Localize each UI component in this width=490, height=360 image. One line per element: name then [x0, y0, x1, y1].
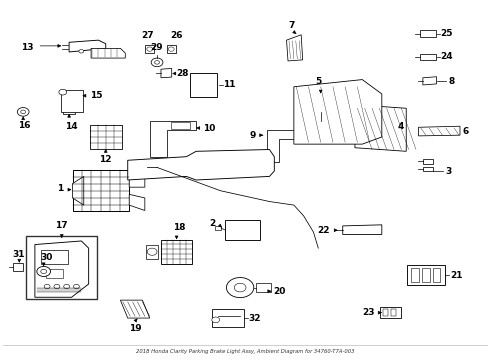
Text: 2: 2 — [209, 219, 216, 228]
Polygon shape — [128, 149, 274, 180]
FancyBboxPatch shape — [315, 98, 327, 112]
Polygon shape — [13, 263, 23, 271]
FancyBboxPatch shape — [190, 73, 217, 96]
Text: 2018 Honda Clarity Parking Brake Light Assy, Ambient Diagram for 34760-T7A-003: 2018 Honda Clarity Parking Brake Light A… — [136, 349, 354, 354]
Circle shape — [41, 269, 47, 274]
Text: 17: 17 — [55, 221, 68, 230]
FancyBboxPatch shape — [391, 309, 396, 316]
Text: 24: 24 — [441, 53, 453, 62]
Text: 31: 31 — [12, 250, 24, 259]
FancyBboxPatch shape — [225, 220, 260, 240]
Circle shape — [147, 248, 157, 255]
Circle shape — [147, 47, 153, 51]
Circle shape — [59, 89, 67, 95]
Polygon shape — [35, 241, 89, 297]
Circle shape — [64, 284, 70, 289]
Circle shape — [151, 58, 163, 67]
Text: 23: 23 — [362, 308, 374, 317]
FancyBboxPatch shape — [422, 268, 430, 282]
Text: 11: 11 — [223, 81, 236, 90]
Text: 1: 1 — [57, 184, 63, 193]
Polygon shape — [423, 159, 433, 163]
Text: 22: 22 — [317, 226, 330, 235]
Circle shape — [234, 283, 246, 292]
Polygon shape — [355, 105, 406, 151]
Polygon shape — [423, 77, 437, 85]
Circle shape — [54, 284, 60, 289]
Circle shape — [44, 284, 50, 289]
FancyBboxPatch shape — [256, 283, 271, 292]
Polygon shape — [294, 80, 382, 144]
FancyBboxPatch shape — [73, 170, 129, 211]
Text: 19: 19 — [129, 324, 142, 333]
Polygon shape — [161, 68, 171, 78]
Circle shape — [155, 60, 159, 64]
Polygon shape — [418, 126, 460, 136]
Text: 12: 12 — [99, 155, 112, 164]
FancyBboxPatch shape — [380, 307, 401, 318]
Polygon shape — [73, 176, 84, 205]
FancyBboxPatch shape — [212, 309, 244, 327]
Polygon shape — [129, 194, 145, 211]
FancyBboxPatch shape — [161, 239, 193, 264]
Text: 4: 4 — [397, 122, 404, 131]
FancyBboxPatch shape — [61, 90, 82, 112]
Polygon shape — [91, 48, 125, 58]
Polygon shape — [423, 167, 433, 171]
Circle shape — [17, 108, 29, 116]
Polygon shape — [129, 175, 145, 187]
Text: 16: 16 — [18, 121, 30, 130]
FancyBboxPatch shape — [411, 268, 419, 282]
Text: 15: 15 — [90, 91, 102, 100]
Polygon shape — [420, 54, 436, 60]
Polygon shape — [420, 31, 436, 37]
Polygon shape — [343, 225, 382, 234]
FancyBboxPatch shape — [433, 268, 441, 282]
FancyBboxPatch shape — [41, 250, 68, 264]
FancyBboxPatch shape — [383, 309, 388, 316]
Circle shape — [74, 284, 79, 289]
FancyBboxPatch shape — [407, 265, 445, 285]
Polygon shape — [150, 121, 196, 157]
FancyBboxPatch shape — [46, 269, 63, 278]
Text: 8: 8 — [448, 77, 455, 86]
FancyBboxPatch shape — [63, 107, 75, 114]
Text: 30: 30 — [40, 253, 52, 262]
FancyBboxPatch shape — [146, 244, 158, 259]
Circle shape — [79, 49, 84, 53]
Circle shape — [21, 110, 25, 114]
Text: 32: 32 — [248, 314, 261, 323]
Text: 27: 27 — [141, 31, 153, 40]
Polygon shape — [287, 35, 303, 61]
Circle shape — [37, 266, 50, 276]
Circle shape — [318, 121, 324, 126]
FancyBboxPatch shape — [90, 125, 122, 149]
Text: 25: 25 — [441, 29, 453, 38]
Text: 10: 10 — [203, 123, 216, 132]
FancyBboxPatch shape — [171, 122, 190, 129]
Text: 13: 13 — [22, 43, 34, 52]
Text: 20: 20 — [273, 287, 286, 296]
Text: 9: 9 — [250, 131, 256, 140]
Polygon shape — [121, 300, 150, 318]
Polygon shape — [69, 40, 106, 52]
Text: 6: 6 — [463, 127, 468, 136]
Text: 7: 7 — [288, 21, 294, 30]
Text: 18: 18 — [173, 223, 185, 232]
Text: 3: 3 — [445, 167, 452, 176]
FancyBboxPatch shape — [26, 237, 97, 299]
FancyBboxPatch shape — [215, 226, 221, 230]
Polygon shape — [267, 130, 294, 162]
Text: 5: 5 — [315, 77, 321, 86]
Circle shape — [212, 317, 220, 323]
Text: 28: 28 — [176, 69, 189, 78]
Text: 26: 26 — [170, 31, 182, 40]
Circle shape — [226, 278, 254, 298]
Text: 29: 29 — [151, 42, 163, 51]
Text: 21: 21 — [450, 270, 463, 279]
Circle shape — [168, 47, 174, 51]
FancyBboxPatch shape — [146, 45, 154, 53]
FancyBboxPatch shape — [167, 45, 175, 53]
Text: 14: 14 — [65, 122, 78, 131]
